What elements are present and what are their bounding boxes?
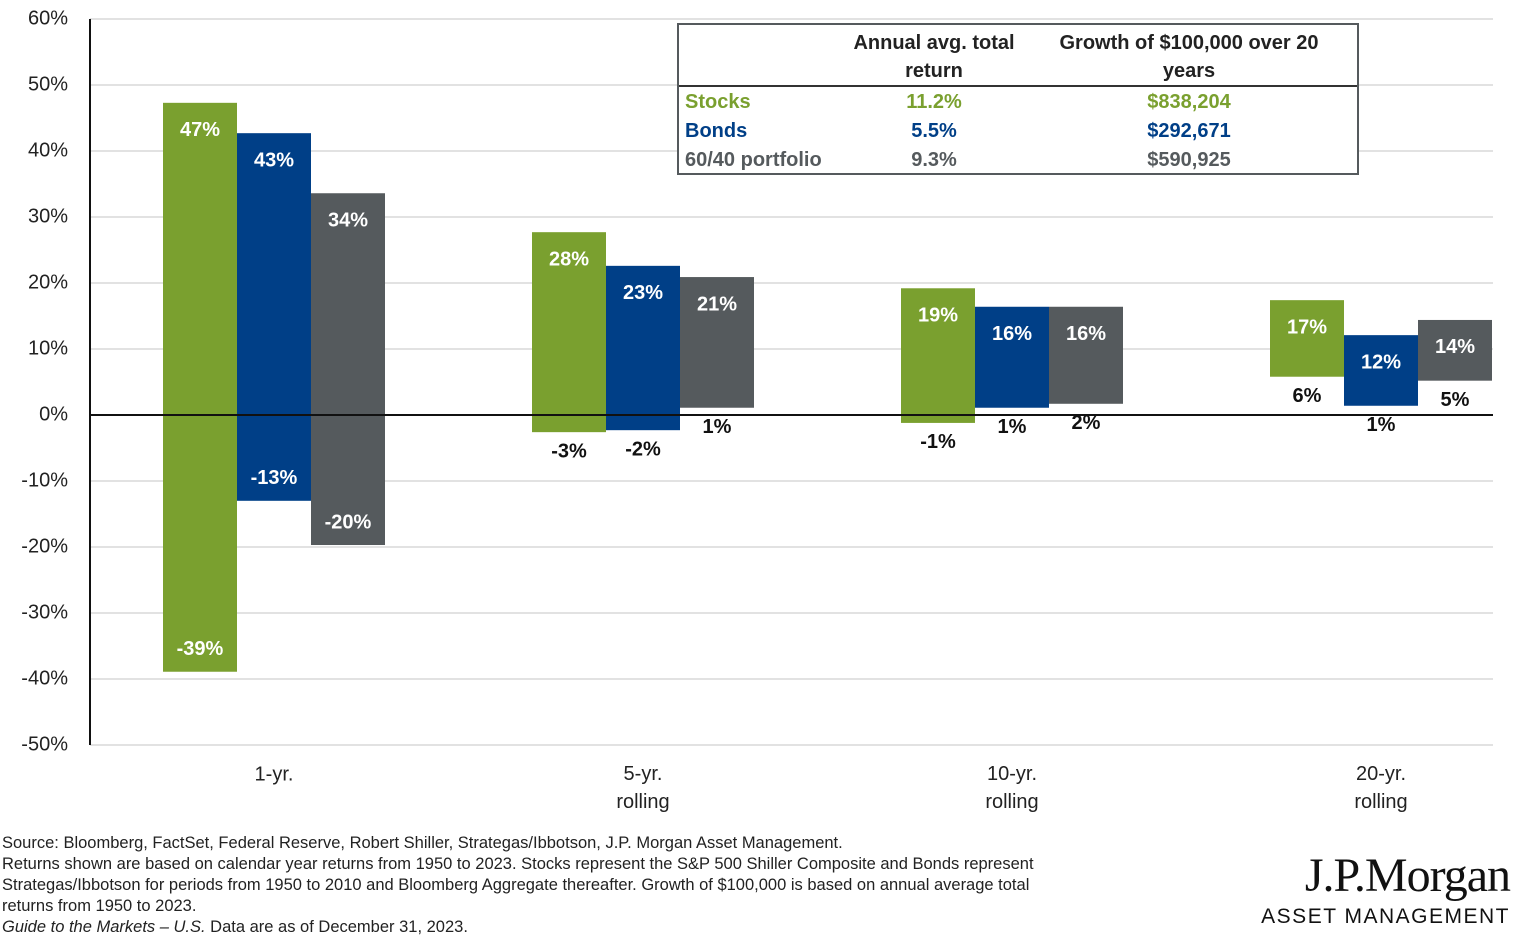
data-label: -2%: [625, 438, 661, 460]
table-row: Bonds 5.5% $292,671: [679, 116, 1357, 146]
bar: [163, 102, 237, 672]
data-label: 1%: [1367, 414, 1396, 436]
data-label: 19%: [918, 305, 958, 327]
row-return: 9.3%: [911, 149, 957, 171]
data-label: 17%: [1287, 316, 1327, 338]
row-growth: $838,204: [1147, 91, 1231, 113]
y-tick-label: 50%: [28, 73, 68, 95]
y-tick-label: 60%: [28, 7, 68, 29]
data-label: -3%: [551, 440, 587, 462]
notes: Source: Bloomberg, FactSet, Federal Rese…: [2, 833, 1034, 938]
data-label: -13%: [251, 467, 298, 489]
table-header: Growth of $100,000 over 20 years: [1059, 32, 1319, 82]
bar: [1418, 319, 1492, 381]
summary-table: Annual avg. total return Growth of $100,…: [677, 23, 1359, 175]
bar: [680, 277, 754, 408]
row-name: 60/40 portfolio: [685, 149, 822, 171]
row-return: 5.5%: [911, 120, 957, 142]
logo-name: J.P.Morgan: [1304, 849, 1511, 902]
y-tick-label: -10%: [21, 469, 68, 491]
row-name: Stocks: [685, 91, 751, 113]
bar: [1344, 335, 1418, 406]
bar: [1049, 306, 1123, 404]
bar: [532, 232, 606, 433]
data-label: 16%: [992, 323, 1032, 345]
y-tick-label: 20%: [28, 271, 68, 293]
x-tick-label: 1-yr.: [255, 763, 294, 785]
note-line: returns from 1950 to 2023.: [2, 897, 197, 915]
data-label: 34%: [328, 210, 368, 232]
row-return: 11.2%: [906, 91, 962, 113]
x-tick-label: 5-yr. rolling: [616, 763, 669, 813]
row-name: Bonds: [685, 120, 748, 142]
note-line: Returns shown are based on calendar year…: [2, 855, 1034, 873]
y-tick-label: -40%: [21, 667, 68, 689]
data-label: -39%: [177, 638, 224, 660]
table-header: Annual avg. total return: [853, 32, 1015, 82]
chart: -50% -40% -30% -20% -10% 0% 10% 20% 30% 40% 50% 60%…: [21, 7, 1493, 813]
y-tick-label: -20%: [21, 535, 68, 557]
note-line: Guide to the Markets – U.S. Data are as …: [2, 917, 1034, 938]
data-label: 1%: [703, 416, 732, 438]
logo: J.P.Morgan ASSET MANAGEMENT: [1261, 848, 1511, 929]
y-tick-label: -50%: [21, 733, 68, 755]
data-label: 1%: [998, 416, 1027, 438]
footnote-italic: Guide to the Markets – U.S.: [2, 918, 206, 936]
footnote-text: Data are as of December 31, 2023.: [205, 918, 468, 936]
note-line: Strategas/Ibbotson for periods from 1950…: [2, 876, 1030, 894]
row-growth: $590,925: [1147, 149, 1231, 171]
data-label: -20%: [325, 511, 372, 533]
note-line: Source: Bloomberg, FactSet, Federal Rese…: [2, 834, 843, 852]
row-growth: $292,671: [1147, 120, 1231, 142]
data-label: 16%: [1066, 323, 1106, 345]
data-label: 5%: [1441, 389, 1470, 411]
bar: [975, 306, 1049, 408]
data-label: 43%: [254, 149, 294, 171]
bar: [901, 288, 975, 423]
bar: [237, 133, 311, 501]
data-label: 47%: [180, 119, 220, 141]
y-tick-label: 40%: [28, 139, 68, 161]
bar: [1270, 300, 1344, 377]
bar: [311, 193, 385, 546]
logo-sub: ASSET MANAGEMENT: [1261, 905, 1510, 928]
table-rule: [679, 85, 1357, 87]
y-tick-label: 10%: [28, 337, 68, 359]
data-label: 6%: [1293, 385, 1322, 407]
x-tick-label: 10-yr. rolling: [985, 763, 1038, 813]
bar: [606, 265, 680, 431]
y-tick-label: 0%: [39, 403, 68, 425]
data-label: 14%: [1435, 336, 1475, 358]
table-row: 60/40 portfolio 9.3% $590,925: [679, 145, 1357, 175]
data-label: 21%: [697, 293, 737, 315]
data-label: 12%: [1361, 351, 1401, 373]
data-label: 2%: [1072, 412, 1101, 434]
x-tick-label: 20-yr. rolling: [1354, 763, 1407, 813]
y-tick-label: -30%: [21, 601, 68, 623]
data-label: 23%: [623, 282, 663, 304]
table-row: Stocks 11.2% $838,204: [679, 87, 1357, 117]
data-label: -1%: [920, 431, 956, 453]
data-label: 28%: [549, 248, 589, 270]
y-tick-label: 30%: [28, 205, 68, 227]
